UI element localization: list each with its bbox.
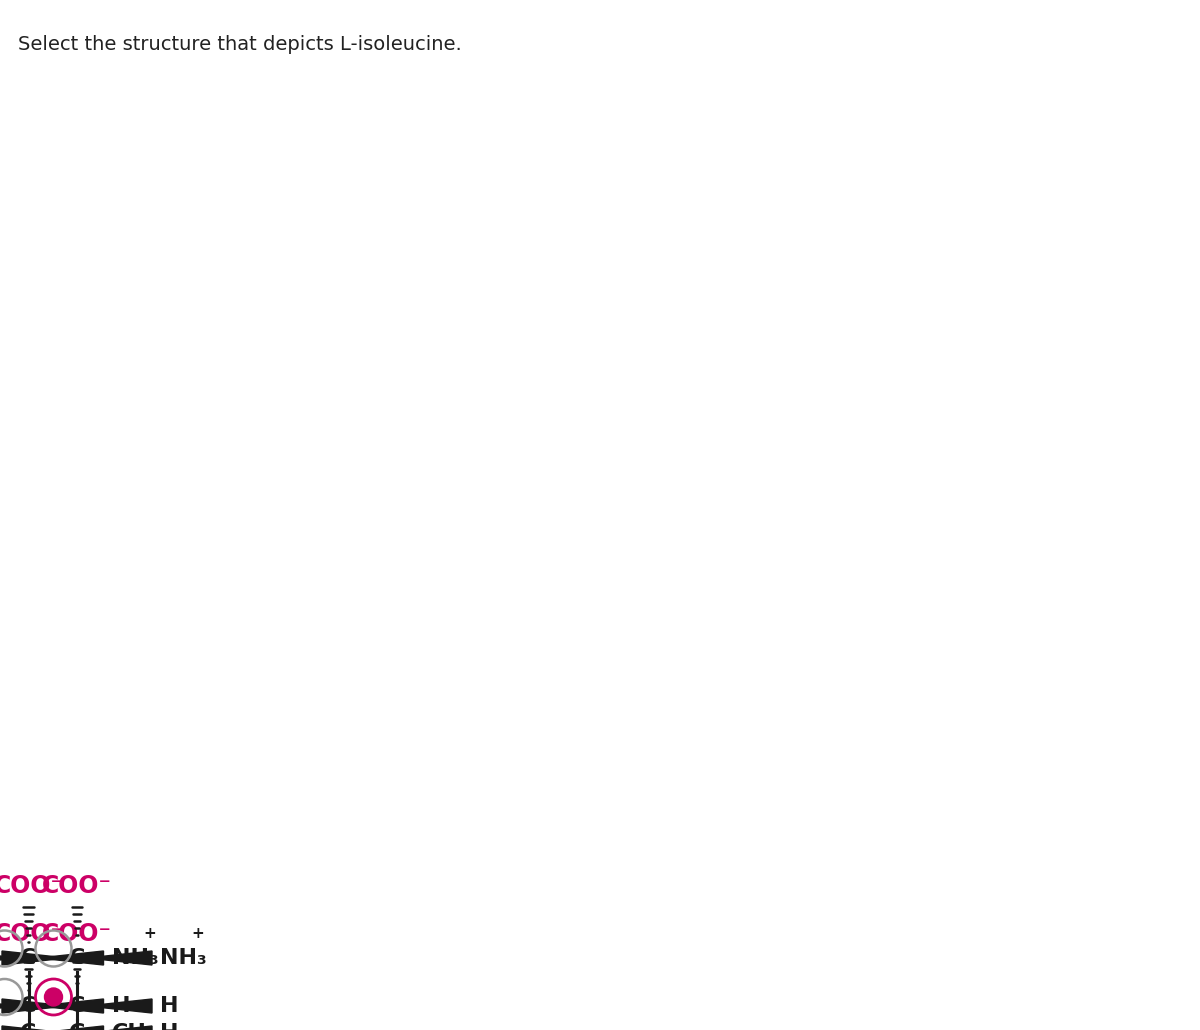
Polygon shape — [38, 1026, 103, 1030]
Text: H: H — [112, 996, 130, 1016]
Polygon shape — [88, 1026, 152, 1030]
Circle shape — [44, 988, 62, 1006]
Polygon shape — [2, 999, 67, 1012]
Polygon shape — [0, 1026, 18, 1030]
Text: C: C — [68, 1023, 85, 1030]
Text: C: C — [68, 948, 85, 968]
Polygon shape — [0, 951, 18, 965]
Polygon shape — [2, 951, 67, 965]
Text: CH₃: CH₃ — [112, 1023, 156, 1030]
Text: Select the structure that depicts L-isoleucine.: Select the structure that depicts L-isol… — [18, 35, 462, 54]
Text: COO⁻: COO⁻ — [42, 922, 112, 946]
Text: NH₃: NH₃ — [112, 948, 158, 968]
Polygon shape — [0, 999, 18, 1012]
Text: COO⁻: COO⁻ — [0, 874, 64, 898]
Text: C: C — [20, 996, 37, 1016]
Text: +: + — [143, 926, 156, 940]
Text: C: C — [20, 948, 37, 968]
Text: C: C — [68, 996, 85, 1016]
Text: NH₃: NH₃ — [160, 948, 206, 968]
Text: C: C — [20, 1023, 37, 1030]
Polygon shape — [38, 999, 103, 1012]
Text: H: H — [160, 996, 179, 1016]
Text: COO⁻: COO⁻ — [42, 874, 112, 898]
Polygon shape — [2, 1026, 67, 1030]
Text: +: + — [192, 926, 204, 940]
Text: COO⁻: COO⁻ — [0, 922, 64, 946]
Polygon shape — [88, 999, 152, 1012]
Polygon shape — [88, 951, 152, 965]
Polygon shape — [38, 951, 103, 965]
Text: H: H — [160, 1023, 179, 1030]
